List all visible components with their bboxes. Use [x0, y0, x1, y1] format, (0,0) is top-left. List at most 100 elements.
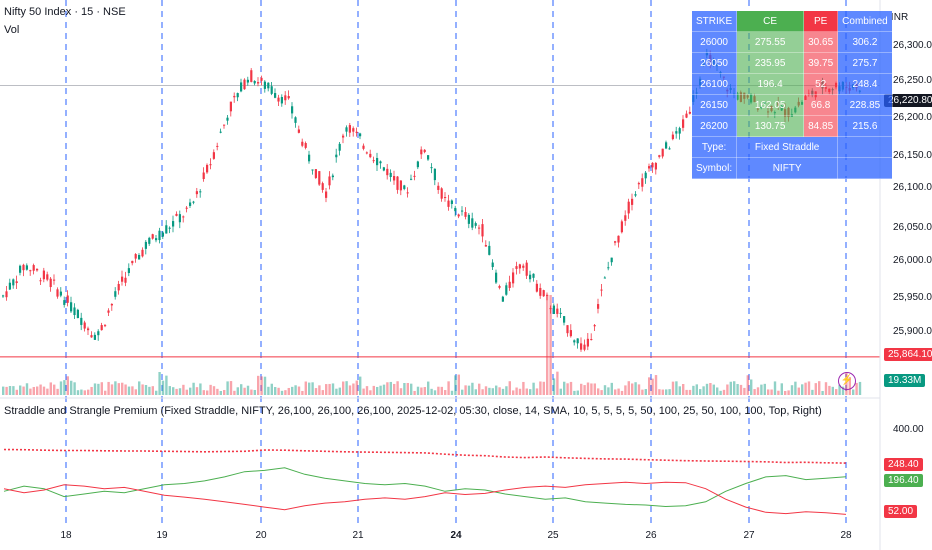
volume-bar	[828, 385, 831, 395]
volume-bar	[376, 386, 379, 395]
cell-pe: 30.65	[803, 31, 839, 53]
price-axis-label: 26,150.00	[893, 150, 932, 161]
volume-bar	[736, 384, 739, 395]
candle-body	[277, 97, 280, 102]
volume-bar	[127, 386, 131, 395]
candle-body	[287, 96, 290, 99]
candle-body	[372, 160, 375, 162]
volume-bar	[705, 383, 709, 395]
volume-bar	[29, 388, 32, 395]
candle-body	[352, 128, 355, 132]
volume-bar	[767, 389, 770, 395]
cell-ce: 130.75	[736, 115, 805, 137]
cell-combined: 275.7	[837, 52, 893, 74]
volume-bar	[114, 381, 117, 395]
cell-ce: 235.95	[736, 52, 805, 74]
volume-bar	[566, 383, 569, 395]
volume-bar	[410, 383, 413, 395]
volume-bar	[471, 382, 474, 395]
volume-bar	[773, 381, 777, 395]
header-pe: PE	[803, 10, 839, 32]
candle-body	[403, 185, 406, 189]
volume-bar	[620, 390, 624, 395]
candle-body	[603, 277, 606, 279]
volume-bar	[175, 388, 178, 395]
type-value: Fixed Straddle	[736, 136, 839, 158]
candle-body	[508, 281, 511, 288]
candle-body	[297, 129, 300, 133]
candle-body	[501, 296, 504, 302]
candle-body	[267, 82, 270, 89]
candle-body	[389, 172, 392, 178]
volume-bar	[746, 375, 749, 395]
candle-body	[671, 134, 674, 140]
table-header-row: STRIKE CE PE Combined	[690, 10, 893, 32]
volume-bar	[542, 381, 545, 395]
candle-body	[505, 285, 508, 295]
currency-label[interactable]: INR	[891, 12, 909, 23]
candle-body	[90, 335, 93, 338]
candle-body	[199, 191, 202, 193]
candle-body	[416, 161, 419, 168]
volume-bar	[461, 389, 464, 395]
candle-body	[634, 194, 637, 196]
candle-body	[240, 82, 243, 92]
candle-body	[423, 149, 426, 153]
cell-combined: 248.4	[837, 73, 893, 95]
price-axis-label: 26,050.00	[893, 222, 932, 233]
candle-body	[335, 154, 338, 158]
candle-body	[559, 312, 562, 314]
volume-bar	[178, 388, 182, 395]
volume-bar	[253, 389, 256, 395]
candle-body	[488, 245, 491, 255]
volume-bar	[430, 388, 433, 395]
volume-bar	[250, 389, 253, 395]
candle-body	[314, 169, 317, 178]
volume-bar	[5, 386, 8, 395]
candle-body	[362, 145, 365, 149]
volume-bar	[2, 386, 5, 395]
volume-bar	[22, 386, 25, 395]
volume-bar	[365, 386, 369, 395]
candle-body	[379, 161, 382, 164]
candle-body	[127, 268, 130, 274]
type-label: Type:	[690, 136, 738, 158]
volume-bar	[25, 383, 29, 395]
volume-bar	[382, 384, 386, 395]
volume-bar	[498, 387, 501, 395]
volume-bar	[586, 382, 590, 395]
volume-bar	[406, 382, 409, 395]
lightning-icon[interactable]: ⚡	[838, 372, 856, 390]
candle-body	[617, 235, 620, 243]
candle-body	[467, 214, 470, 224]
volume-bar	[192, 382, 195, 395]
candle-body	[209, 164, 212, 166]
volume-bar	[603, 385, 607, 395]
candle-body	[624, 215, 627, 221]
volume-bar	[835, 389, 838, 395]
candle-body	[223, 124, 226, 126]
candle-body	[481, 224, 484, 237]
volume-bar	[80, 389, 83, 395]
candle-body	[600, 289, 603, 291]
volume-bar	[678, 386, 681, 395]
volume-bar	[423, 387, 426, 395]
volume-bar	[8, 386, 12, 395]
volume-bar	[549, 295, 552, 395]
volume-bar	[682, 384, 685, 395]
volume-bar	[716, 387, 719, 395]
candle-body	[195, 191, 198, 195]
candle-body	[440, 188, 443, 199]
candle-body	[257, 82, 260, 84]
candle-body	[454, 207, 457, 212]
volume-bar	[243, 387, 246, 395]
volume-bar	[597, 388, 600, 395]
candle-body	[532, 273, 535, 278]
table-row: 26100 196.4 52 248.4	[690, 73, 893, 95]
volume-bar	[311, 382, 314, 395]
symbol-empty	[837, 157, 893, 179]
volume-bar	[481, 389, 484, 395]
candle-body	[658, 155, 661, 157]
candle-body	[189, 202, 192, 206]
